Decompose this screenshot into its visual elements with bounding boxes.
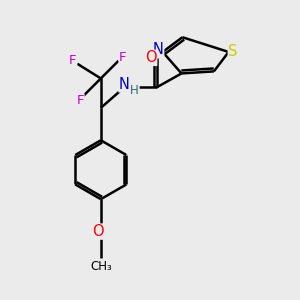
Text: N: N [119, 77, 130, 92]
Text: F: F [119, 51, 127, 64]
Text: F: F [69, 54, 76, 67]
Text: F: F [76, 94, 84, 107]
Text: CH₃: CH₃ [90, 260, 112, 272]
Text: H: H [130, 84, 139, 97]
Text: O: O [145, 50, 157, 65]
Text: N: N [153, 41, 164, 56]
Text: S: S [228, 44, 238, 59]
Text: O: O [92, 224, 104, 239]
